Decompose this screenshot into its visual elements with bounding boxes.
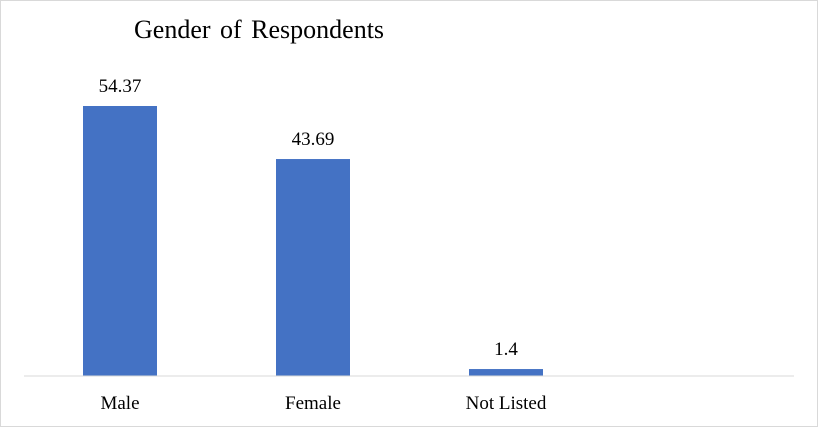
bars-group	[83, 106, 543, 376]
bar-female	[276, 159, 350, 376]
category-label-not-listed: Not Listed	[466, 393, 547, 414]
category-label-female: Female	[285, 393, 341, 414]
chart-title: Gender of Respondents	[134, 15, 385, 44]
data-label-not-listed: 1.4	[494, 339, 518, 360]
category-label-male: Male	[100, 393, 139, 414]
bar-not-listed	[469, 369, 543, 376]
labels-group: 54.37 Male 43.69 Female 1.4 Not Listed	[99, 76, 547, 414]
data-label-female: 43.69	[292, 129, 335, 150]
data-label-male: 54.37	[99, 76, 142, 97]
bar-male	[83, 106, 157, 376]
